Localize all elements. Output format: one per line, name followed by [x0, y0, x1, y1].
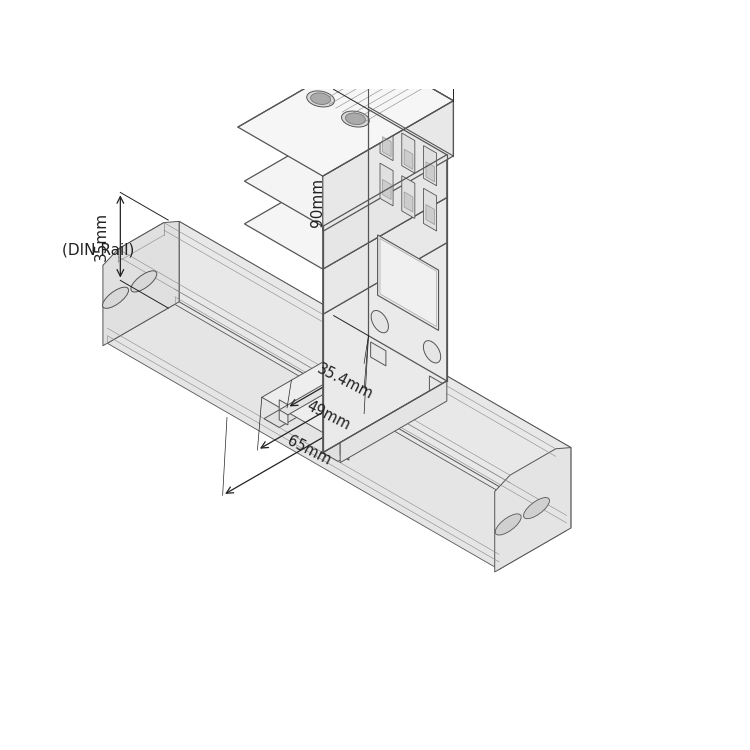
Polygon shape	[322, 154, 447, 269]
Polygon shape	[368, 152, 447, 243]
Polygon shape	[377, 235, 439, 331]
Polygon shape	[426, 162, 435, 182]
Polygon shape	[404, 192, 412, 212]
Polygon shape	[179, 221, 571, 528]
Polygon shape	[264, 357, 386, 428]
Polygon shape	[322, 243, 447, 452]
Polygon shape	[402, 176, 415, 218]
Polygon shape	[346, 113, 365, 125]
Polygon shape	[368, 52, 453, 156]
Polygon shape	[424, 340, 441, 363]
Polygon shape	[424, 188, 436, 231]
Polygon shape	[244, 110, 447, 226]
Text: 36mm: 36mm	[386, 0, 436, 3]
Polygon shape	[130, 271, 157, 292]
Polygon shape	[310, 93, 331, 104]
Polygon shape	[368, 110, 447, 197]
Text: (DIN Rail): (DIN Rail)	[62, 243, 134, 258]
Text: 65mm: 65mm	[285, 433, 334, 468]
Polygon shape	[262, 336, 447, 442]
Polygon shape	[382, 179, 391, 200]
Text: 35mm: 35mm	[94, 211, 109, 261]
Polygon shape	[404, 149, 412, 170]
Polygon shape	[107, 304, 566, 569]
Polygon shape	[118, 223, 556, 476]
Text: 49mm: 49mm	[304, 398, 352, 433]
Polygon shape	[340, 381, 447, 463]
Polygon shape	[380, 238, 436, 326]
Text: 90mm: 90mm	[310, 178, 326, 227]
Polygon shape	[322, 100, 453, 232]
Polygon shape	[103, 287, 128, 308]
Polygon shape	[368, 197, 447, 381]
Polygon shape	[340, 398, 431, 450]
Polygon shape	[238, 52, 453, 176]
Polygon shape	[340, 435, 349, 460]
Polygon shape	[430, 376, 445, 400]
Polygon shape	[279, 400, 288, 425]
Polygon shape	[524, 497, 550, 519]
Polygon shape	[402, 133, 415, 173]
Polygon shape	[495, 448, 571, 572]
Polygon shape	[426, 205, 435, 224]
Polygon shape	[495, 514, 521, 535]
Text: 35.4mm: 35.4mm	[314, 362, 376, 403]
Polygon shape	[279, 362, 370, 415]
Polygon shape	[382, 136, 391, 157]
Polygon shape	[380, 164, 393, 206]
Polygon shape	[380, 121, 393, 160]
Polygon shape	[322, 197, 447, 314]
Polygon shape	[103, 256, 510, 491]
Polygon shape	[307, 91, 334, 107]
Polygon shape	[341, 111, 369, 127]
Polygon shape	[371, 310, 388, 333]
Polygon shape	[244, 152, 447, 269]
Polygon shape	[424, 146, 436, 186]
Polygon shape	[164, 221, 571, 456]
Polygon shape	[322, 391, 445, 461]
Polygon shape	[370, 342, 386, 366]
Polygon shape	[103, 221, 179, 346]
